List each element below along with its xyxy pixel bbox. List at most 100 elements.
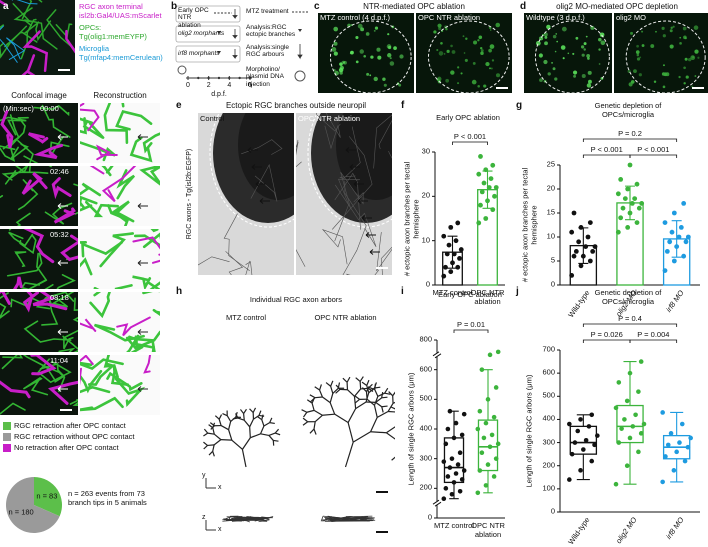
structure bbox=[22, 30, 49, 72]
arbor-branch bbox=[313, 421, 316, 430]
arbor-branch bbox=[237, 417, 245, 421]
structure bbox=[69, 398, 78, 406]
data-point bbox=[441, 459, 447, 464]
data-point bbox=[453, 238, 459, 244]
structure bbox=[0, 109, 14, 149]
arbor-branch bbox=[250, 433, 261, 439]
data-point bbox=[478, 202, 483, 208]
cell bbox=[630, 31, 634, 35]
y-tick-label: 0 bbox=[427, 512, 432, 522]
panel-label: g bbox=[516, 100, 523, 111]
structure bbox=[21, 54, 36, 75]
arbor-branch bbox=[261, 419, 265, 427]
arbor-branch bbox=[207, 444, 215, 447]
significance-bracket bbox=[582, 154, 631, 158]
panel-label: e bbox=[176, 100, 182, 111]
arbor-branch bbox=[359, 376, 364, 382]
data-point bbox=[493, 456, 499, 461]
data-point bbox=[634, 220, 640, 226]
structure bbox=[99, 232, 135, 268]
cell bbox=[370, 55, 374, 59]
data-point bbox=[613, 481, 619, 487]
data-point bbox=[583, 437, 589, 443]
cell bbox=[365, 32, 370, 36]
structure bbox=[27, 132, 49, 144]
cell bbox=[641, 44, 645, 47]
row-label: Early OPC NTR ablation bbox=[178, 7, 209, 29]
pie-label: n = 180 bbox=[8, 508, 34, 518]
data-point bbox=[633, 412, 638, 418]
cell bbox=[350, 50, 354, 55]
confocal-image bbox=[0, 292, 78, 352]
arbor-branch bbox=[319, 384, 322, 391]
data-point bbox=[451, 435, 457, 441]
significance-bracket bbox=[452, 141, 488, 145]
data-point bbox=[578, 263, 584, 269]
structure bbox=[96, 144, 118, 161]
arrow bbox=[251, 164, 262, 170]
structure bbox=[225, 251, 244, 275]
cell bbox=[694, 75, 697, 77]
cell bbox=[547, 72, 551, 76]
data-point bbox=[578, 468, 583, 473]
cell bbox=[544, 41, 548, 46]
arbor-branch bbox=[302, 417, 309, 423]
timeline-axis-label: d.p.f. bbox=[211, 91, 227, 98]
pie-slice bbox=[34, 477, 62, 517]
y-tick-label: 0 bbox=[550, 506, 555, 516]
arbor-branch bbox=[306, 399, 313, 404]
column-header: Reconstruction bbox=[93, 91, 147, 100]
data-point bbox=[479, 367, 485, 372]
data-point bbox=[441, 273, 447, 279]
data-point bbox=[485, 397, 491, 402]
tectum-outline bbox=[625, 20, 706, 93]
cell bbox=[333, 51, 338, 56]
data-point bbox=[578, 417, 583, 422]
tectum-outline bbox=[534, 20, 610, 93]
arbor-branch bbox=[330, 380, 334, 387]
arbor-branch bbox=[268, 435, 274, 441]
structure bbox=[63, 329, 78, 350]
cell bbox=[662, 34, 666, 38]
arbor-branch bbox=[232, 417, 239, 420]
structure bbox=[133, 232, 160, 249]
legend-swatch bbox=[3, 422, 11, 430]
y-tick-label: 200 bbox=[419, 483, 432, 493]
arbor-branch bbox=[309, 394, 316, 399]
arbor-branch bbox=[330, 386, 334, 394]
arbor-branch bbox=[212, 427, 215, 435]
cell bbox=[485, 61, 490, 67]
arbor-branch bbox=[208, 450, 214, 456]
arbor-branch bbox=[203, 441, 208, 446]
timeline-row bbox=[175, 25, 241, 43]
arbor-branch bbox=[208, 424, 214, 429]
structure bbox=[51, 177, 72, 200]
data-point bbox=[627, 435, 633, 441]
data-point bbox=[477, 408, 483, 414]
cell bbox=[663, 72, 668, 77]
arrow bbox=[57, 134, 68, 140]
p-value: P = 0.4 bbox=[618, 314, 642, 323]
y-tick-label: 20 bbox=[546, 183, 555, 193]
cell bbox=[440, 41, 443, 45]
image-bg bbox=[0, 229, 78, 289]
error-bar bbox=[578, 227, 589, 264]
structure bbox=[129, 136, 153, 163]
reconstruction-image bbox=[80, 103, 160, 163]
y-tick-label: 300 bbox=[542, 437, 555, 447]
key-branch bbox=[298, 29, 302, 32]
data-point bbox=[455, 462, 461, 467]
confocal-image bbox=[0, 103, 78, 163]
arbor-branch bbox=[258, 410, 262, 416]
data-point bbox=[448, 269, 454, 275]
axis-icon-label: x bbox=[218, 484, 222, 491]
arbor-branch bbox=[322, 396, 331, 404]
data-point bbox=[677, 440, 682, 445]
data-point bbox=[587, 258, 593, 264]
arbor-branch bbox=[392, 401, 395, 404]
cell bbox=[679, 36, 682, 39]
cell bbox=[669, 44, 674, 49]
structure bbox=[56, 274, 76, 289]
structure bbox=[373, 114, 392, 169]
cell bbox=[587, 57, 590, 60]
